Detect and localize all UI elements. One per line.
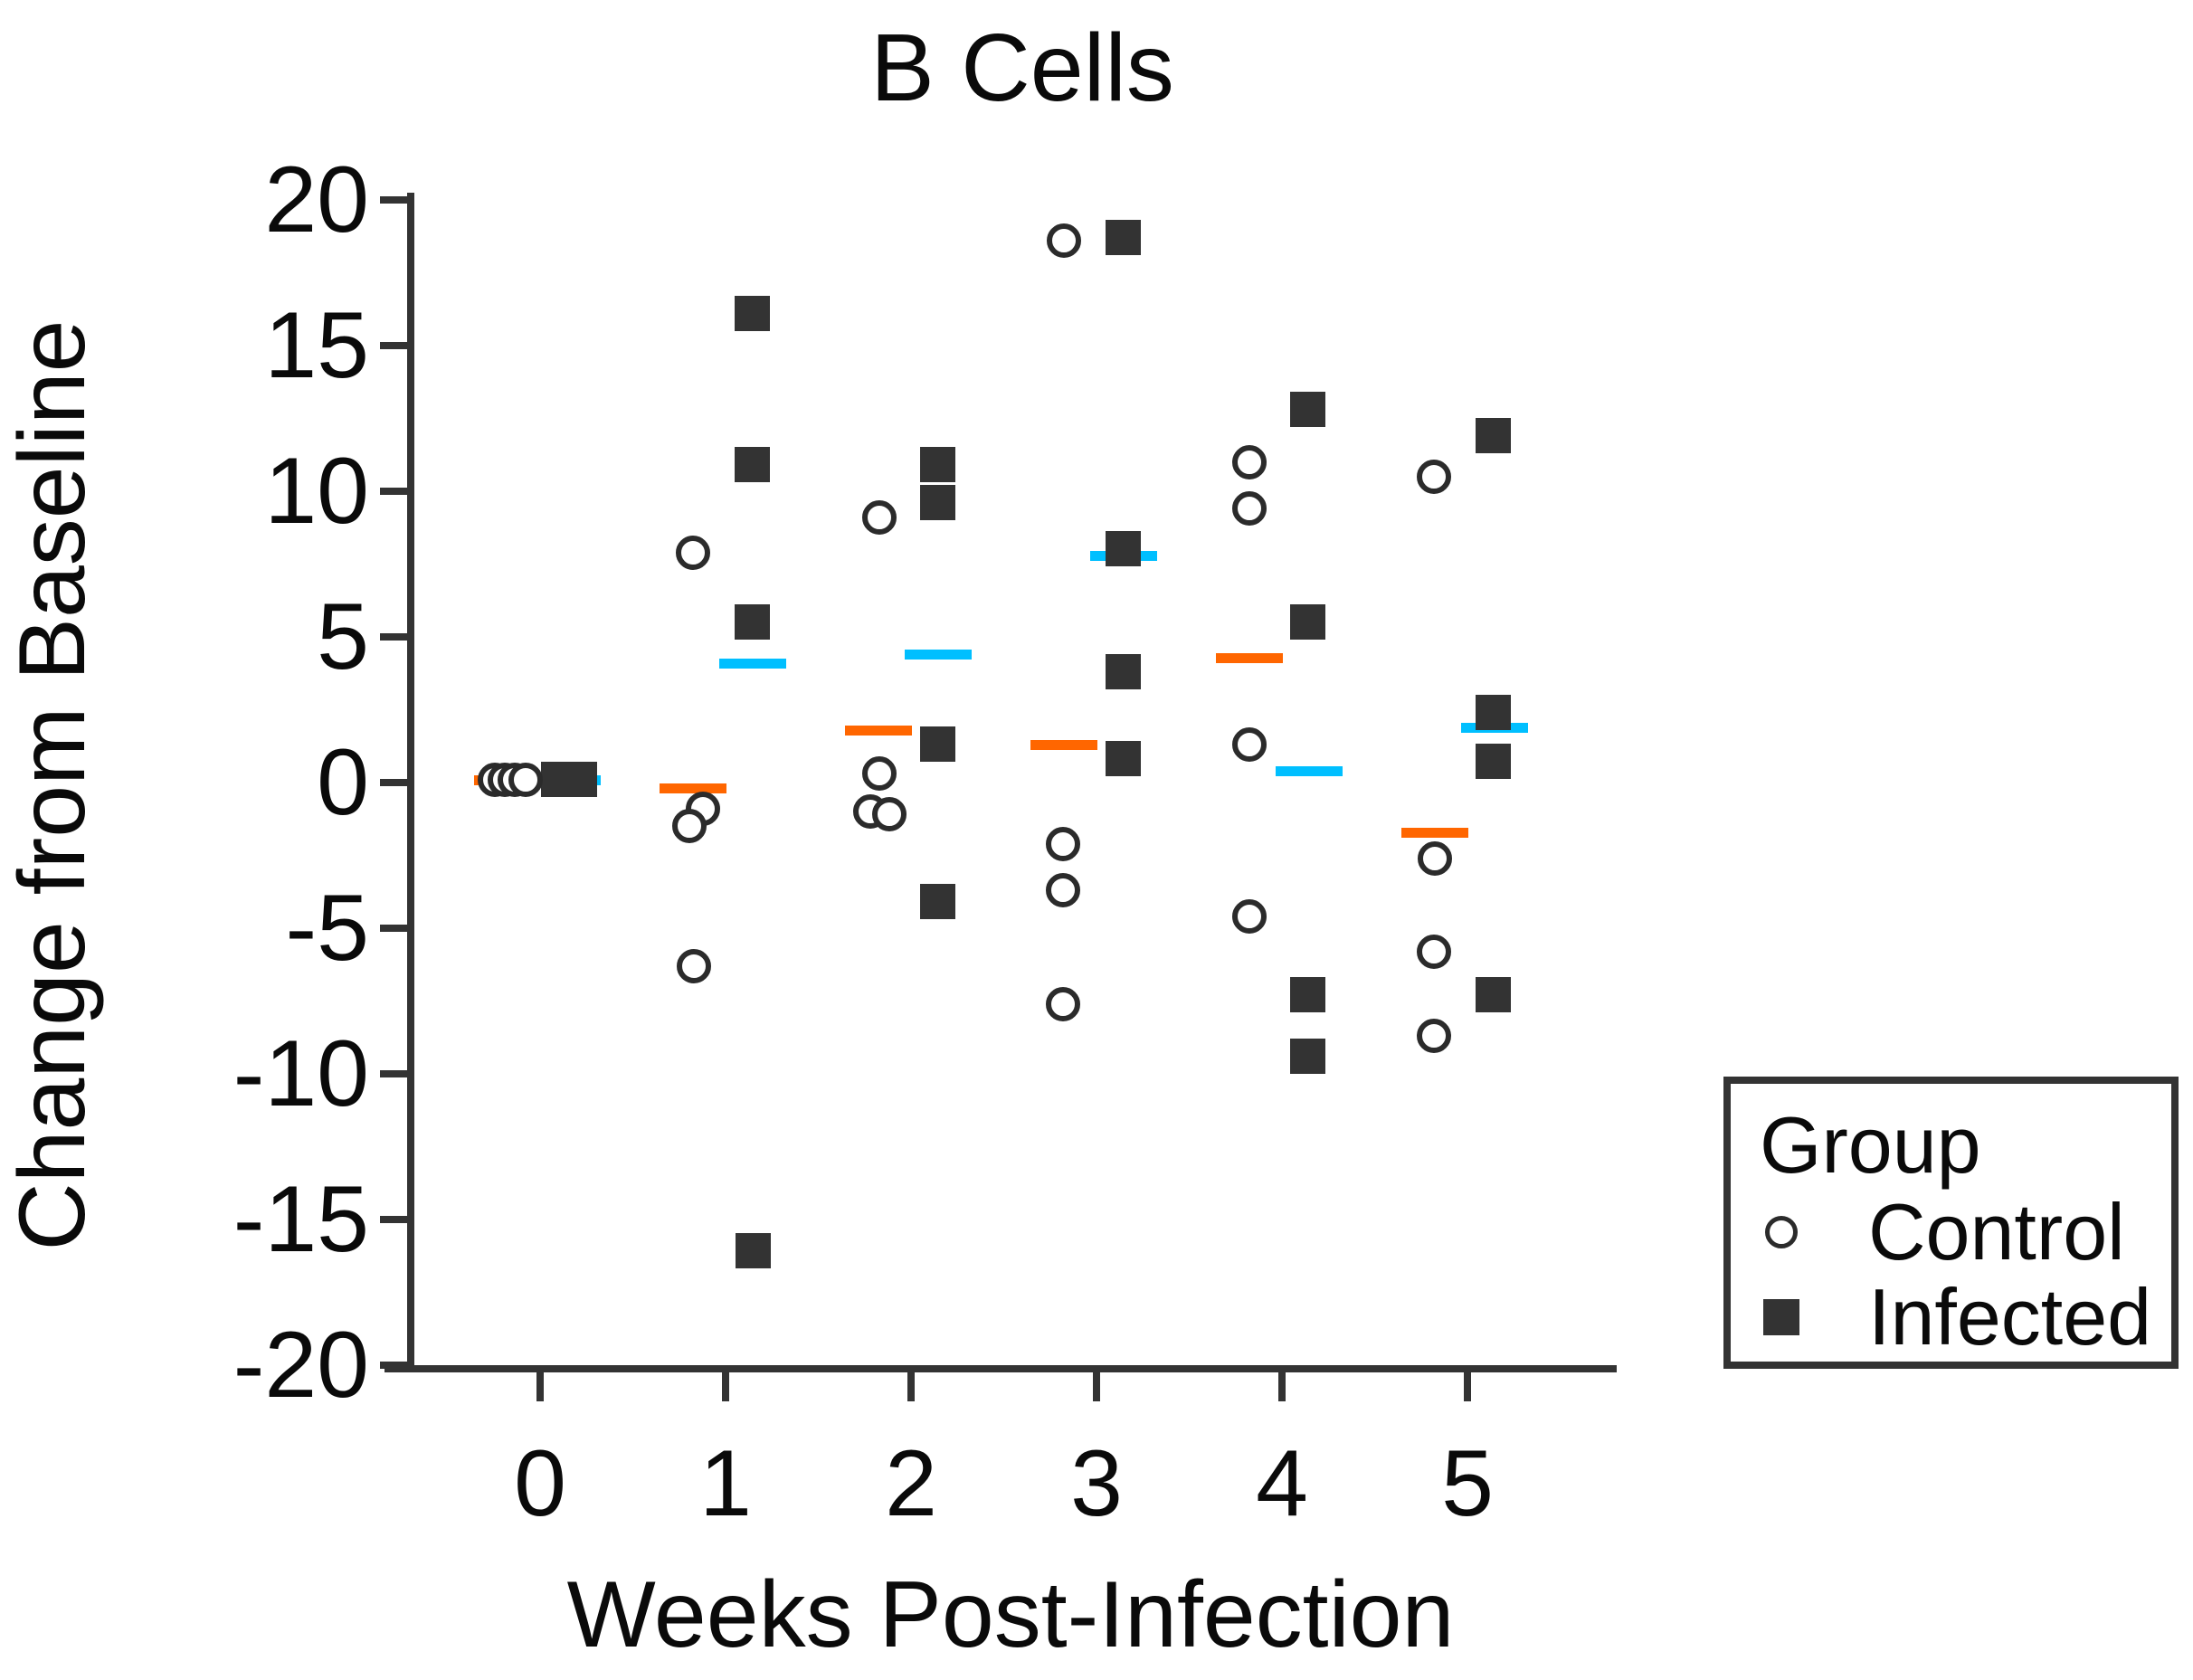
infected-point — [1105, 219, 1141, 255]
infected-point — [1105, 531, 1141, 567]
y-tick — [380, 1216, 414, 1223]
infected-point — [734, 295, 770, 331]
control-point — [508, 762, 543, 797]
infected-point — [562, 761, 598, 797]
y-tick-label: 10 — [264, 439, 369, 544]
x-axis-line — [384, 1365, 1617, 1372]
y-tick-label: 0 — [317, 730, 369, 835]
legend-item-label: Infected — [1868, 1272, 2152, 1362]
x-tick — [536, 1369, 544, 1401]
x-tick — [1093, 1369, 1100, 1401]
y-tick-label: 20 — [264, 147, 369, 252]
control-point — [1417, 459, 1452, 494]
infected-point — [919, 884, 955, 920]
control-point — [861, 499, 897, 535]
control-point — [1046, 223, 1081, 259]
infected-point — [1475, 977, 1511, 1013]
control-mean-bar — [1400, 827, 1468, 838]
x-tick — [1278, 1369, 1286, 1401]
control-point — [1231, 727, 1267, 763]
x-tick-label: 0 — [514, 1431, 566, 1536]
infected-point — [1289, 977, 1325, 1013]
x-tick-label: 2 — [885, 1431, 937, 1536]
infected-point — [919, 726, 955, 763]
infected-point — [1105, 741, 1141, 777]
x-axis-label: Weeks Post-Infection — [566, 1562, 1455, 1667]
x-tick-label: 4 — [1256, 1431, 1308, 1536]
infected-point — [1475, 417, 1511, 453]
legend-item-label: Control — [1868, 1187, 2125, 1277]
infected-point — [1289, 391, 1325, 427]
infected-mean-bar — [904, 650, 972, 660]
y-tick-label: 15 — [264, 293, 369, 398]
x-tick-label: 1 — [699, 1431, 752, 1536]
open-circle-icon — [1765, 1216, 1798, 1248]
infected-point — [1475, 744, 1511, 780]
y-axis-label: Change from Baseline — [0, 319, 105, 1251]
y-tick-label: -15 — [233, 1167, 369, 1272]
control-point — [1046, 873, 1081, 908]
infected-point — [919, 484, 955, 520]
infected-mean-bar — [1275, 766, 1343, 777]
control-point — [676, 948, 711, 983]
control-point — [872, 797, 907, 832]
infected-point — [919, 447, 955, 483]
y-tick-label: -20 — [233, 1313, 369, 1418]
x-tick-label: 5 — [1441, 1431, 1494, 1536]
infected-point — [1289, 1038, 1325, 1074]
control-point — [1417, 934, 1452, 969]
infected-point — [1289, 603, 1325, 640]
infected-point — [734, 447, 770, 483]
infected-point — [734, 603, 770, 640]
y-tick — [380, 196, 414, 204]
x-tick — [1464, 1369, 1471, 1401]
control-mean-bar — [1030, 740, 1097, 751]
y-tick-label: -10 — [233, 1021, 369, 1126]
y-tick — [380, 1362, 414, 1369]
control-mean-bar — [659, 783, 726, 794]
x-tick — [722, 1369, 729, 1401]
legend-title: Group — [1760, 1100, 1981, 1190]
y-tick — [380, 779, 414, 786]
control-point — [1231, 444, 1267, 479]
infected-mean-bar — [718, 658, 786, 669]
y-tick-label: 5 — [317, 584, 369, 689]
x-tick — [907, 1369, 915, 1401]
y-tick — [380, 342, 414, 349]
y-tick — [380, 1070, 414, 1077]
control-point — [1417, 1019, 1452, 1054]
control-point — [1417, 840, 1452, 876]
infected-point — [1475, 694, 1511, 730]
chart-title: B Cells — [870, 14, 1174, 121]
y-tick-label: -5 — [285, 876, 369, 981]
infected-point — [735, 1233, 771, 1269]
legend-box: Group Control Infected — [1723, 1077, 2179, 1369]
filled-square-icon — [1763, 1299, 1799, 1335]
y-tick — [380, 488, 414, 495]
control-mean-bar — [844, 726, 912, 736]
control-point — [861, 756, 897, 792]
control-point — [1046, 986, 1081, 1021]
control-point — [675, 535, 710, 570]
control-mean-bar — [1215, 652, 1283, 663]
y-tick — [380, 633, 414, 641]
control-point — [1231, 491, 1267, 527]
control-point — [1046, 826, 1081, 861]
control-point — [672, 809, 707, 844]
x-tick-label: 3 — [1070, 1431, 1123, 1536]
infected-point — [1105, 653, 1141, 689]
y-tick — [380, 925, 414, 932]
control-point — [1231, 899, 1267, 935]
